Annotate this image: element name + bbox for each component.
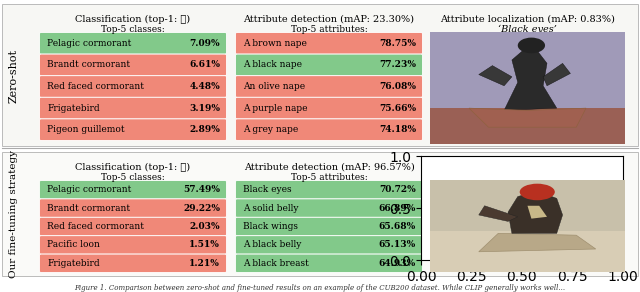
Text: 75.66%: 75.66%: [379, 104, 416, 113]
Text: Red faced cormorant: Red faced cormorant: [47, 222, 144, 231]
Polygon shape: [479, 206, 518, 221]
FancyBboxPatch shape: [40, 54, 227, 76]
FancyBboxPatch shape: [40, 199, 227, 217]
Text: A black breast: A black breast: [243, 259, 309, 268]
Text: Frigatebird: Frigatebird: [47, 104, 100, 113]
FancyBboxPatch shape: [236, 254, 422, 272]
Text: Black eyes: Black eyes: [243, 185, 292, 194]
Bar: [430, 180, 625, 231]
Text: ‘Black eyes’: ‘Black eyes’: [497, 25, 556, 34]
Text: 7.09%: 7.09%: [189, 39, 220, 48]
Text: Red faced cormorant: Red faced cormorant: [47, 82, 144, 91]
Polygon shape: [479, 233, 596, 252]
Circle shape: [520, 184, 555, 200]
Text: A black belly: A black belly: [243, 240, 301, 249]
FancyBboxPatch shape: [236, 217, 422, 236]
Text: 66.89%: 66.89%: [379, 204, 416, 213]
Text: Pelagic cormorant: Pelagic cormorant: [47, 185, 131, 194]
Text: 65.68%: 65.68%: [379, 222, 416, 231]
Text: 3.19%: 3.19%: [189, 104, 220, 113]
Bar: [430, 32, 625, 110]
Polygon shape: [543, 63, 570, 86]
Text: 2.03%: 2.03%: [189, 222, 220, 231]
Text: A solid belly: A solid belly: [243, 204, 298, 213]
Text: Attribute localization (mAP: 100.00%): Attribute localization (mAP: 100.00%): [433, 163, 621, 172]
Text: Top-5 attributes:: Top-5 attributes:: [291, 173, 367, 182]
Text: Top-5 classes:: Top-5 classes:: [101, 173, 165, 182]
Text: 78.75%: 78.75%: [379, 39, 416, 48]
Text: Frigatebird: Frigatebird: [47, 259, 100, 268]
Text: Pacific loon: Pacific loon: [47, 240, 100, 249]
Text: 29.22%: 29.22%: [183, 204, 220, 213]
FancyBboxPatch shape: [236, 76, 422, 97]
Text: Pigeon guillemot: Pigeon guillemot: [47, 125, 125, 134]
Text: A black nape: A black nape: [243, 60, 302, 69]
Polygon shape: [527, 206, 547, 219]
Text: ‘Black eyes’: ‘Black eyes’: [497, 173, 556, 182]
Text: Attribute detection (mAP: 96.57%): Attribute detection (mAP: 96.57%): [244, 163, 414, 172]
Text: Classification (top-1: ✓): Classification (top-1: ✓): [76, 15, 191, 24]
Text: 2.89%: 2.89%: [189, 125, 220, 134]
Text: 64.93%: 64.93%: [379, 259, 416, 268]
Text: Pelagic cormorant: Pelagic cormorant: [47, 39, 131, 48]
Text: Top-5 attributes:: Top-5 attributes:: [291, 25, 367, 34]
FancyBboxPatch shape: [236, 236, 422, 254]
FancyBboxPatch shape: [40, 236, 227, 254]
FancyBboxPatch shape: [40, 76, 227, 97]
FancyBboxPatch shape: [40, 32, 227, 54]
FancyBboxPatch shape: [40, 97, 227, 119]
Text: 1.51%: 1.51%: [189, 240, 220, 249]
Polygon shape: [508, 191, 563, 233]
Text: 70.72%: 70.72%: [380, 185, 416, 194]
FancyBboxPatch shape: [236, 119, 422, 140]
Polygon shape: [479, 66, 512, 86]
Text: A purple nape: A purple nape: [243, 104, 307, 113]
Text: 57.49%: 57.49%: [183, 185, 220, 194]
FancyBboxPatch shape: [40, 217, 227, 236]
Text: Classification (top-1: ✓): Classification (top-1: ✓): [76, 163, 191, 172]
Text: 1.21%: 1.21%: [189, 259, 220, 268]
Text: 74.18%: 74.18%: [379, 125, 416, 134]
FancyBboxPatch shape: [40, 119, 227, 140]
Circle shape: [518, 38, 545, 53]
Text: An olive nape: An olive nape: [243, 82, 305, 91]
FancyBboxPatch shape: [2, 4, 638, 146]
Text: A grey nape: A grey nape: [243, 125, 298, 134]
FancyBboxPatch shape: [236, 199, 422, 217]
Text: A brown nape: A brown nape: [243, 39, 307, 48]
FancyBboxPatch shape: [40, 254, 227, 272]
Text: 77.23%: 77.23%: [379, 60, 416, 69]
Text: 6.61%: 6.61%: [189, 60, 220, 69]
Text: 65.13%: 65.13%: [379, 240, 416, 249]
Bar: [430, 108, 625, 144]
FancyBboxPatch shape: [236, 54, 422, 76]
Text: Brandt cormorant: Brandt cormorant: [47, 204, 130, 213]
Polygon shape: [504, 43, 557, 110]
Polygon shape: [469, 108, 586, 127]
Text: Figure 1. Comparison between zero-shot and fine-tuned results on an example of t: Figure 1. Comparison between zero-shot a…: [74, 284, 566, 292]
Text: Attribute detection (mAP: 23.30%): Attribute detection (mAP: 23.30%): [243, 15, 415, 24]
Text: Brandt cormorant: Brandt cormorant: [47, 60, 130, 69]
FancyBboxPatch shape: [236, 180, 422, 199]
FancyBboxPatch shape: [236, 32, 422, 54]
Text: Attribute localization (mAP: 0.83%): Attribute localization (mAP: 0.83%): [440, 15, 614, 24]
Text: 76.08%: 76.08%: [379, 82, 416, 91]
Text: 4.48%: 4.48%: [189, 82, 220, 91]
Text: Zero-shot: Zero-shot: [9, 49, 19, 103]
Text: Black wings: Black wings: [243, 222, 298, 231]
FancyBboxPatch shape: [2, 152, 638, 276]
Text: Top-5 classes:: Top-5 classes:: [101, 25, 165, 34]
FancyBboxPatch shape: [40, 180, 227, 199]
Text: Our fine-tuning strategy: Our fine-tuning strategy: [10, 150, 19, 278]
FancyBboxPatch shape: [236, 97, 422, 119]
